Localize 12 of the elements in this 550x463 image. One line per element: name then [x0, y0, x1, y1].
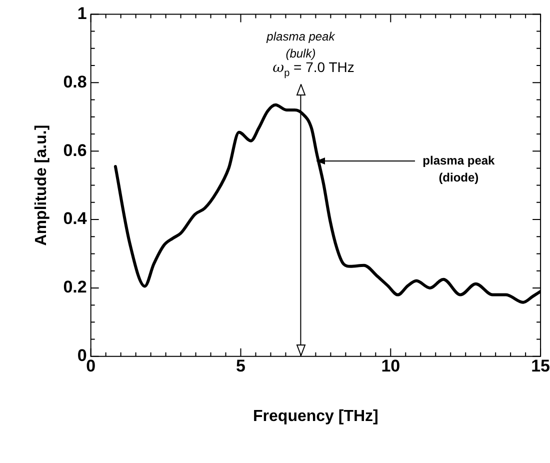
y-tick-label: 0.2 — [63, 278, 87, 297]
y-tick-label: 0.8 — [63, 72, 87, 92]
y-axis-title: Amplitude [a.u.] — [33, 124, 50, 246]
y-tick-label: 1 — [77, 4, 87, 23]
x-axis-title: Frequency [THz] — [253, 408, 378, 425]
x-tick-label: 5 — [236, 356, 246, 376]
x-tick-label: 10 — [381, 356, 400, 376]
annotation: plasma peak (diode) — [422, 154, 496, 185]
y-tick-label: 0.4 — [63, 209, 88, 228]
y-tick-label: 0.6 — [63, 140, 87, 160]
annotation: plasma peak (bulk) — [266, 30, 336, 61]
x-tick-label: 15 — [531, 356, 550, 376]
